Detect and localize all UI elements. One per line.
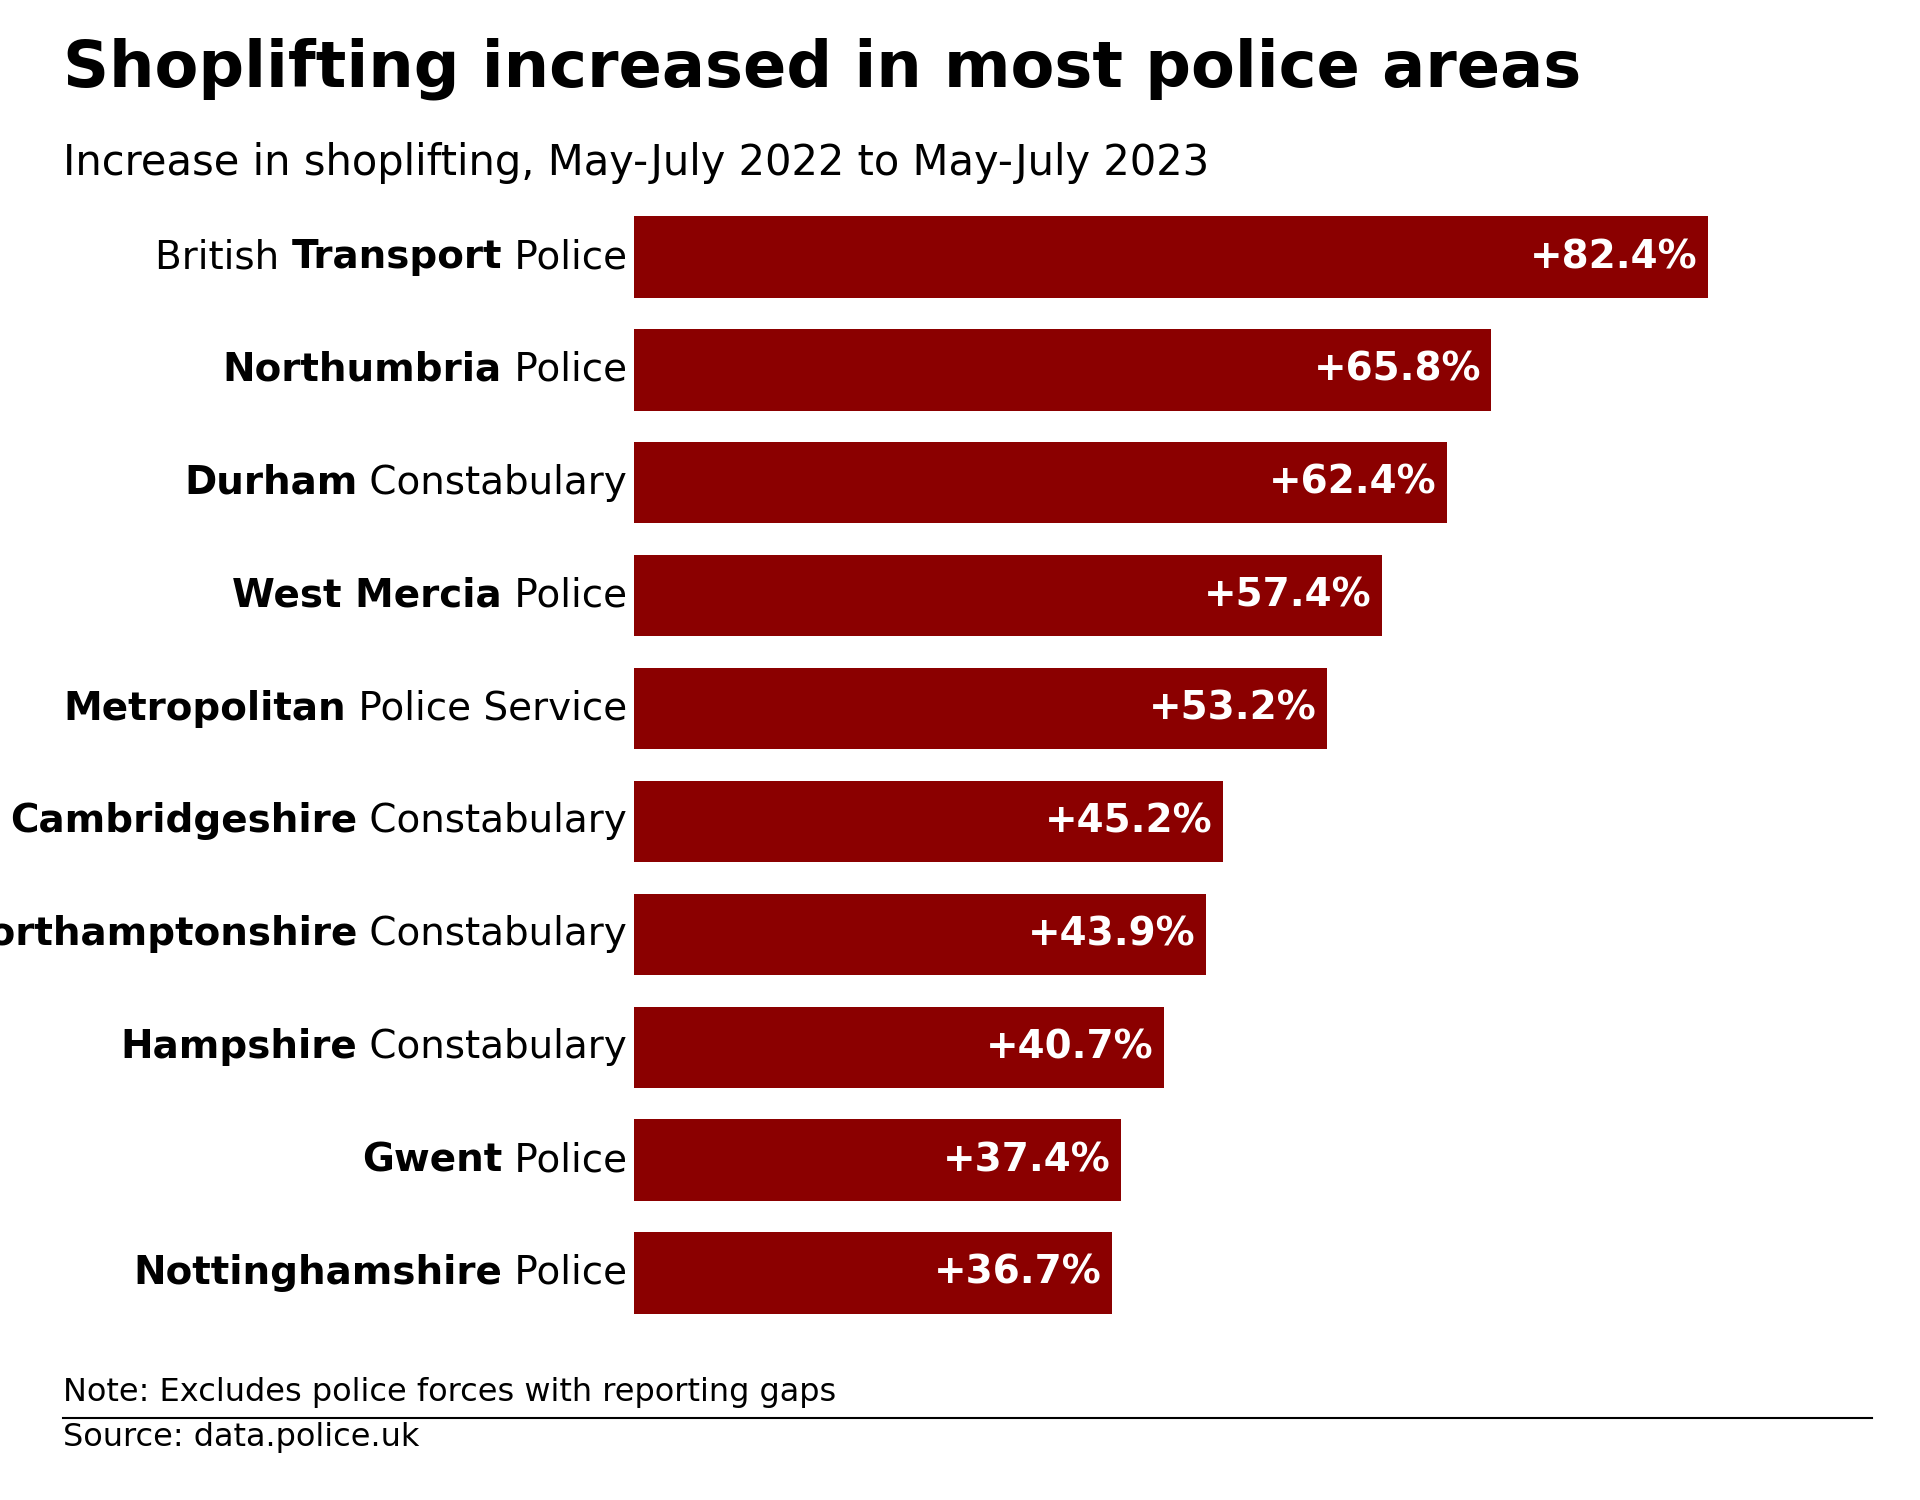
Bar [634, 1007, 1164, 1088]
Bar [634, 216, 1707, 297]
Text: Gwent: Gwent [361, 1142, 501, 1179]
Text: +43.9%: +43.9% [1027, 915, 1196, 954]
Text: +40.7%: +40.7% [987, 1028, 1154, 1066]
Bar [634, 1119, 1121, 1200]
Text: Constabulary: Constabulary [357, 464, 628, 503]
Text: +37.4%: +37.4% [943, 1142, 1110, 1179]
Text: B: B [1797, 1442, 1820, 1472]
Bar [634, 1233, 1112, 1314]
Text: Northumbria: Northumbria [223, 351, 501, 388]
Bar [634, 782, 1223, 862]
Bar [634, 668, 1327, 748]
Text: Shoplifting increased in most police areas: Shoplifting increased in most police are… [63, 38, 1582, 100]
Text: West Mercia: West Mercia [232, 576, 501, 615]
Text: Police Service: Police Service [346, 690, 628, 728]
Text: +62.4%: +62.4% [1269, 464, 1436, 503]
Text: +82.4%: +82.4% [1530, 238, 1697, 276]
Text: Cambridgeshire: Cambridgeshire [10, 802, 357, 840]
Text: Police: Police [501, 1142, 628, 1179]
Text: Constabulary: Constabulary [357, 915, 628, 954]
Text: Nottinghamshire: Nottinghamshire [132, 1254, 501, 1292]
Text: Police: Police [501, 238, 628, 276]
Text: Metropolitan: Metropolitan [63, 690, 346, 728]
Text: Constabulary: Constabulary [357, 802, 628, 840]
Text: Transport: Transport [292, 238, 501, 276]
Text: Source: data.police.uk: Source: data.police.uk [63, 1422, 420, 1454]
Bar [634, 555, 1382, 636]
Bar [634, 894, 1206, 975]
Text: Hampshire: Hampshire [121, 1028, 357, 1066]
Text: B: B [1736, 1442, 1759, 1472]
Text: C: C [1859, 1442, 1882, 1472]
Text: +65.8%: +65.8% [1313, 351, 1480, 388]
Text: Northamptonshire: Northamptonshire [0, 915, 357, 954]
Text: Police: Police [501, 351, 628, 388]
Text: Police: Police [501, 576, 628, 615]
Text: +45.2%: +45.2% [1044, 802, 1212, 840]
Text: +36.7%: +36.7% [933, 1254, 1102, 1292]
Text: Durham: Durham [184, 464, 357, 503]
Text: Constabulary: Constabulary [357, 1028, 628, 1066]
Text: +53.2%: +53.2% [1148, 690, 1317, 728]
Text: Increase in shoplifting, May-July 2022 to May-July 2023: Increase in shoplifting, May-July 2022 t… [63, 142, 1210, 184]
Bar [634, 330, 1492, 411]
Text: British: British [156, 238, 292, 276]
Text: Note: Excludes police forces with reporting gaps: Note: Excludes police forces with report… [63, 1377, 837, 1408]
Text: +57.4%: +57.4% [1204, 576, 1371, 615]
Bar [634, 442, 1448, 524]
Text: Police: Police [501, 1254, 628, 1292]
